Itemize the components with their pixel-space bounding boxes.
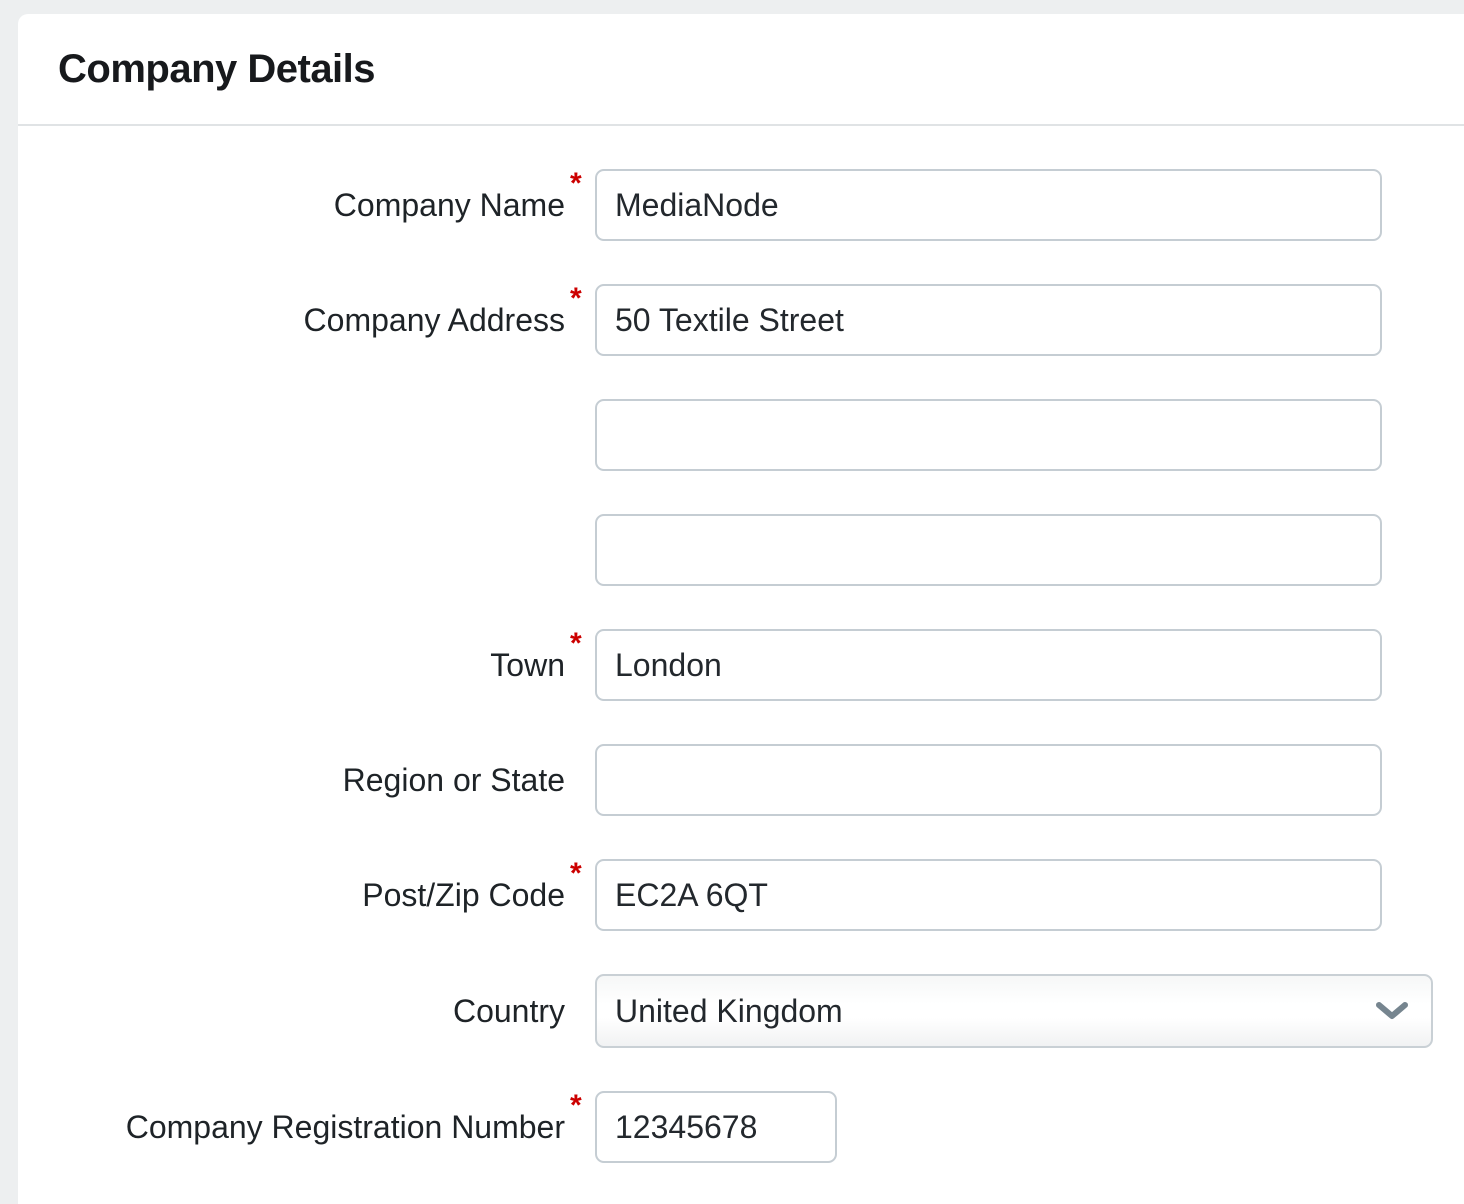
required-asterisk: *: [570, 856, 582, 890]
company-address-line3-input[interactable]: [595, 514, 1382, 586]
post-zip-code-input[interactable]: [595, 859, 1382, 931]
company-details-card: Company Details Company Name* Company Ad…: [18, 14, 1464, 1204]
town-label: Town *: [490, 626, 582, 683]
required-asterisk: *: [570, 626, 582, 660]
form-row-country: Country United Kingdom: [18, 974, 1464, 1048]
form-row-address-line3: [18, 514, 1464, 586]
region-or-state-input[interactable]: [595, 744, 1382, 816]
company-name-label: Company Name *: [333, 166, 582, 223]
form-row-region: Region or State: [18, 744, 1464, 816]
company-registration-number-input[interactable]: [595, 1091, 837, 1163]
page-title: Company Details: [58, 46, 376, 91]
form-row-company-address: Company Address *: [18, 281, 1464, 356]
company-address-line2-input[interactable]: [595, 399, 1382, 471]
company-name-input[interactable]: [595, 169, 1382, 241]
company-address-label: Company Address *: [303, 281, 582, 338]
form-row-company-name: Company Name *: [18, 166, 1464, 241]
form-row-postcode: Post/Zip Code *: [18, 856, 1464, 931]
card-header: Company Details: [18, 14, 1464, 126]
town-input[interactable]: [595, 629, 1382, 701]
required-asterisk: *: [570, 166, 582, 200]
country-label: Country: [452, 992, 565, 1029]
form-row-address-line2: [18, 399, 1464, 471]
company-address-line1-input[interactable]: [595, 284, 1382, 356]
form-row-registration-number: Company Registration Number *: [18, 1088, 1464, 1163]
company-registration-number-label: Company Registration Number *: [125, 1088, 582, 1145]
form-row-town: Town *: [18, 626, 1464, 701]
company-details-form: Company Name* Company Address*: [18, 126, 1464, 1163]
country-select[interactable]: United Kingdom: [595, 974, 1433, 1048]
region-or-state-label: Region or State: [342, 761, 565, 798]
post-zip-code-label: Post/Zip Code *: [362, 856, 582, 913]
required-asterisk: *: [570, 281, 582, 315]
required-asterisk: *: [570, 1088, 582, 1122]
